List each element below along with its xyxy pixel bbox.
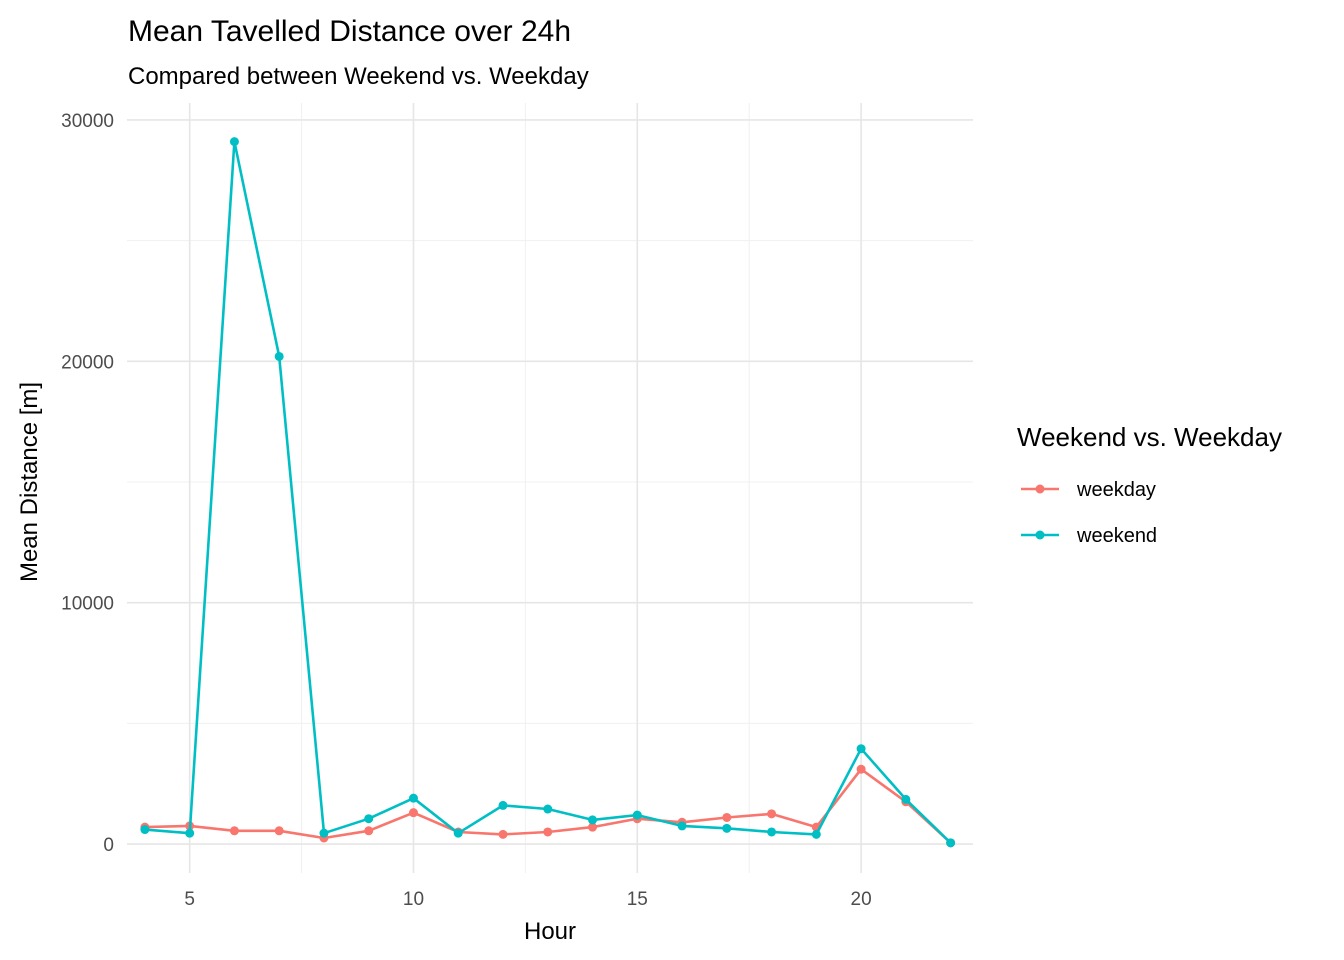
data-point-weekday [498, 829, 508, 839]
plot-grid [127, 103, 973, 873]
chart-title: Mean Tavelled Distance over 24h [128, 15, 571, 48]
chart-subtitle: Compared between Weekend vs. Weekday [128, 63, 589, 90]
data-point-weekday [722, 812, 732, 822]
y-tick-label: 10000 [61, 594, 114, 615]
data-point-weekend [140, 825, 150, 835]
data-point-weekend [408, 793, 418, 803]
data-point-weekend [901, 794, 911, 804]
x-tick-label: 5 [184, 889, 195, 910]
legend-item-weekend: weekend [1021, 525, 1157, 547]
data-point-weekend [453, 828, 463, 838]
data-point-weekday [274, 826, 284, 836]
y-tick-label: 20000 [61, 352, 114, 373]
x-axis-title: Hour [524, 918, 576, 945]
data-point-weekend [274, 351, 284, 361]
legend-items: weekday weekend [1021, 479, 1157, 547]
data-point-weekend [856, 744, 866, 754]
data-point-weekday [543, 827, 553, 837]
data-point-weekday [588, 822, 598, 832]
legend: Weekend vs. Weekday weekday weekend [1017, 422, 1282, 547]
x-axis-ticks: 5 10 15 20 [184, 889, 871, 910]
legend-key-point [1035, 530, 1045, 540]
y-axis-title: Mean Distance [m] [16, 382, 43, 582]
data-point-weekday [856, 764, 866, 774]
x-tick-label: 15 [627, 889, 648, 910]
data-point-weekend [946, 838, 956, 848]
data-point-weekend [588, 815, 598, 825]
data-point-weekday [364, 826, 374, 836]
y-tick-label: 0 [103, 835, 114, 856]
data-point-weekend [722, 823, 732, 833]
plot-series [140, 137, 956, 848]
x-tick-label: 10 [403, 889, 424, 910]
data-point-weekend [632, 810, 642, 820]
data-point-weekend [767, 827, 777, 837]
data-point-weekend [677, 821, 687, 831]
legend-item-weekday: weekday [1021, 479, 1156, 501]
y-axis-ticks: 0 10000 20000 30000 [61, 111, 114, 856]
data-point-weekend [229, 137, 239, 147]
data-point-weekend [498, 800, 508, 810]
x-tick-label: 20 [851, 889, 872, 910]
series-weekend [140, 137, 956, 848]
series-weekday [140, 764, 956, 848]
data-point-weekend [364, 814, 374, 824]
legend-title: Weekend vs. Weekday [1017, 422, 1282, 452]
legend-label: weekday [1076, 479, 1156, 501]
y-tick-label: 30000 [61, 111, 114, 132]
data-point-weekend [811, 829, 821, 839]
data-point-weekend [543, 804, 553, 814]
data-point-weekend [319, 828, 329, 838]
data-point-weekday [767, 809, 777, 819]
legend-label: weekend [1076, 525, 1157, 547]
legend-key-point [1035, 484, 1045, 494]
series-line-weekend [144, 140, 952, 844]
data-point-weekend [185, 828, 195, 838]
data-point-weekday [229, 826, 239, 836]
data-point-weekday [408, 808, 418, 818]
